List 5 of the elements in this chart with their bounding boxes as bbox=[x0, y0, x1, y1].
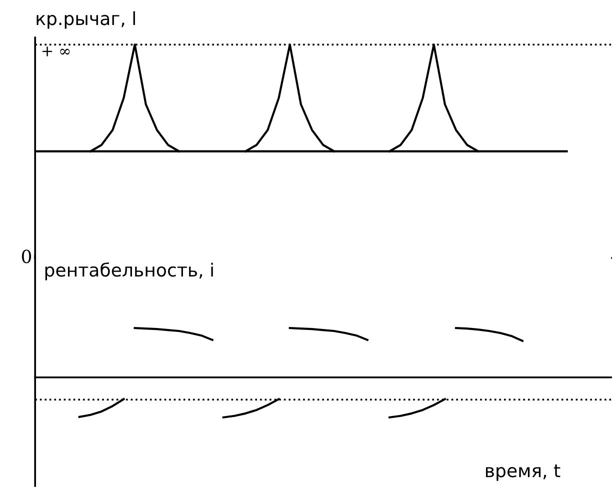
text: 0 bbox=[22, 250, 32, 264]
y-axis-title: рентабельность, i bbox=[45, 262, 213, 280]
x-axis-title: время, t bbox=[486, 464, 560, 481]
y-axis-title: кр.рычаг, l bbox=[36, 11, 135, 29]
ref-line-label: + ∞ bbox=[42, 46, 70, 56]
